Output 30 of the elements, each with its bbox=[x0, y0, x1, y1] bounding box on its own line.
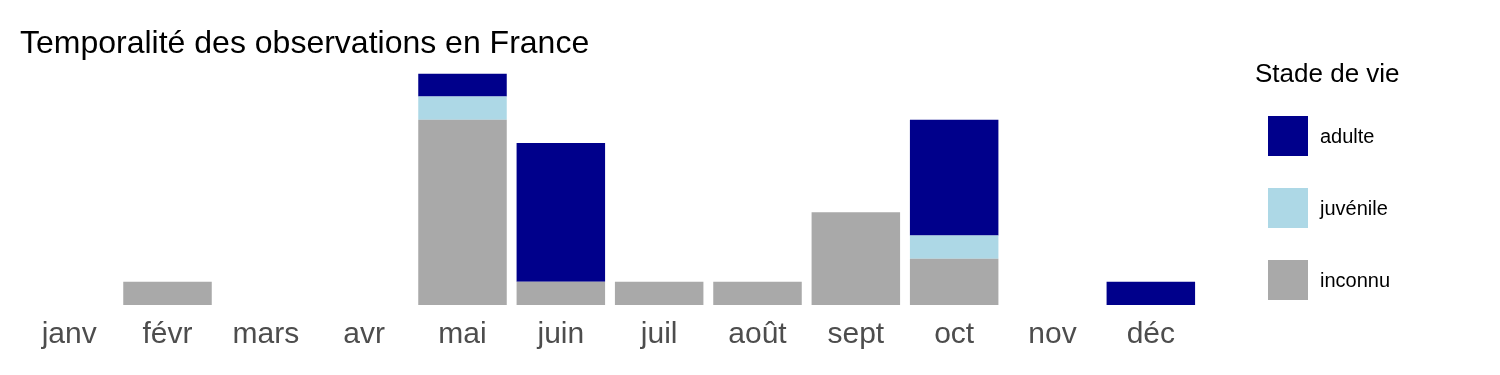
bar bbox=[811, 212, 901, 305]
x-tick-label: sept bbox=[827, 316, 885, 350]
bar bbox=[123, 281, 212, 305]
bar bbox=[516, 142, 606, 282]
bar bbox=[418, 119, 507, 305]
x-tick-label: mars bbox=[232, 316, 300, 350]
x-tick-label: juin bbox=[536, 316, 585, 350]
x-tick-label: mai bbox=[438, 316, 487, 350]
legend-title: Stade de vie bbox=[1255, 58, 1400, 89]
x-tick-label: oct bbox=[934, 316, 975, 350]
bar bbox=[516, 281, 606, 305]
bar bbox=[713, 281, 802, 305]
legend-label: inconnu bbox=[1320, 268, 1391, 292]
x-tick-label: juil bbox=[639, 316, 678, 350]
bar bbox=[614, 281, 704, 305]
x-tick-label: nov bbox=[1028, 316, 1077, 350]
x-tick-label: déc bbox=[1126, 316, 1176, 350]
bar bbox=[909, 119, 999, 236]
bar bbox=[909, 235, 999, 259]
x-tick-label: avr bbox=[343, 316, 386, 350]
bar bbox=[909, 258, 999, 305]
legend-label: juvénile bbox=[1320, 196, 1388, 220]
x-tick-label: janv bbox=[40, 316, 97, 350]
bar bbox=[418, 73, 507, 97]
x-tick-label: févr bbox=[142, 316, 193, 350]
bar bbox=[418, 96, 507, 120]
chart-title: Temporalité des observations en France bbox=[20, 24, 590, 61]
x-tick-label: août bbox=[728, 316, 788, 350]
bar bbox=[1106, 281, 1196, 305]
legend-label: adulte bbox=[1320, 124, 1375, 148]
